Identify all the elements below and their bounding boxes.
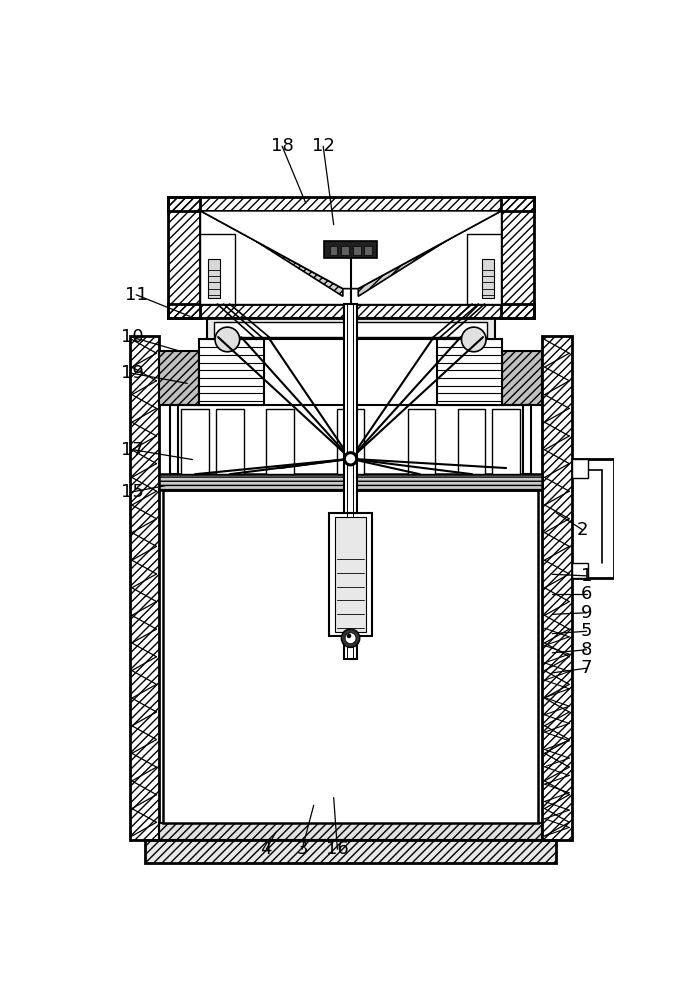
Text: 15: 15 xyxy=(120,483,144,501)
Text: 11: 11 xyxy=(124,286,148,304)
Bar xyxy=(145,840,556,863)
Text: 10: 10 xyxy=(120,328,143,346)
Bar xyxy=(341,246,349,255)
Bar xyxy=(208,259,220,298)
Circle shape xyxy=(345,633,356,644)
Bar xyxy=(168,197,534,211)
Bar xyxy=(145,840,556,863)
Text: 7: 7 xyxy=(581,659,592,677)
Bar xyxy=(266,409,293,474)
Bar xyxy=(502,351,542,405)
Text: 8: 8 xyxy=(581,641,592,659)
Circle shape xyxy=(341,629,360,647)
Text: 2: 2 xyxy=(577,521,588,539)
Bar xyxy=(501,197,534,318)
Bar xyxy=(159,823,542,840)
Bar xyxy=(159,351,199,405)
Bar xyxy=(542,336,572,840)
Circle shape xyxy=(462,327,486,352)
Bar xyxy=(159,474,542,490)
Bar xyxy=(542,336,572,840)
Text: 18: 18 xyxy=(271,137,293,155)
Circle shape xyxy=(346,454,355,463)
Bar xyxy=(572,563,588,578)
Text: 17: 17 xyxy=(120,441,144,459)
Bar xyxy=(163,490,538,823)
Text: 1: 1 xyxy=(581,567,592,585)
Polygon shape xyxy=(358,211,501,296)
Bar xyxy=(168,197,200,318)
Bar xyxy=(501,197,534,318)
Bar xyxy=(329,513,372,636)
Bar xyxy=(129,336,159,840)
Text: 12: 12 xyxy=(312,137,334,155)
Circle shape xyxy=(215,327,239,352)
Bar xyxy=(466,234,501,304)
Bar xyxy=(330,246,337,255)
Text: 5: 5 xyxy=(581,622,592,640)
Bar xyxy=(492,409,520,474)
Text: 9: 9 xyxy=(581,604,592,622)
Bar xyxy=(170,405,178,474)
Circle shape xyxy=(347,634,352,638)
Bar xyxy=(353,246,360,255)
Bar xyxy=(335,517,366,632)
Bar xyxy=(215,409,244,474)
Bar xyxy=(365,246,372,255)
Bar xyxy=(181,409,209,474)
Bar xyxy=(572,459,588,478)
Text: 16: 16 xyxy=(326,840,349,858)
Bar xyxy=(344,304,357,659)
Bar xyxy=(159,474,542,490)
Text: 6: 6 xyxy=(581,585,592,603)
Bar xyxy=(337,409,365,474)
Bar xyxy=(502,351,542,405)
Bar xyxy=(482,259,494,298)
Bar xyxy=(199,339,264,405)
Bar xyxy=(408,409,435,474)
Bar xyxy=(129,336,159,840)
Bar xyxy=(523,405,531,474)
Bar xyxy=(168,304,534,318)
Bar xyxy=(214,322,487,337)
Bar xyxy=(168,197,200,318)
Circle shape xyxy=(343,452,358,466)
Bar xyxy=(200,234,235,304)
Bar xyxy=(168,304,534,318)
Polygon shape xyxy=(200,211,343,296)
Bar xyxy=(458,409,486,474)
Bar xyxy=(159,351,199,405)
Polygon shape xyxy=(200,211,501,289)
Bar xyxy=(437,339,502,405)
Text: 3: 3 xyxy=(296,840,308,858)
Bar xyxy=(159,823,542,840)
Text: 19: 19 xyxy=(120,364,144,382)
Bar xyxy=(207,318,495,339)
Bar xyxy=(168,197,534,211)
Bar xyxy=(200,211,501,304)
Bar xyxy=(324,241,378,258)
Text: 4: 4 xyxy=(261,840,272,858)
